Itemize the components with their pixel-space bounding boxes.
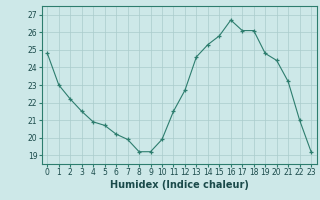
X-axis label: Humidex (Indice chaleur): Humidex (Indice chaleur) <box>110 180 249 190</box>
